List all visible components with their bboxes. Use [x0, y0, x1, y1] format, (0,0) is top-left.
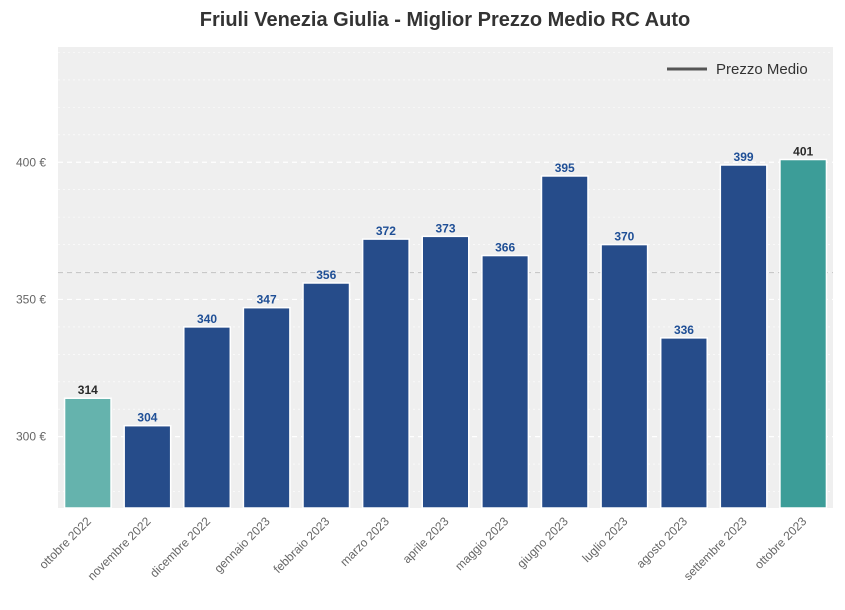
value-label: 370 [614, 230, 634, 244]
value-label: 366 [495, 241, 515, 255]
value-label: 401 [793, 145, 813, 159]
x-tick-label: gennaio 2023 [211, 514, 273, 576]
legend: Prezzo Medio [667, 61, 808, 78]
x-tick-label: aprile 2023 [400, 514, 452, 566]
x-tick-label: giugno 2023 [514, 514, 571, 571]
x-tick-label: maggio 2023 [452, 514, 511, 573]
y-tick-label: 400 € [16, 155, 46, 169]
value-label: 314 [78, 383, 98, 397]
x-tick-label: settembre 2023 [681, 514, 750, 583]
bar-maggio-2023 [481, 254, 530, 509]
bar-dicembre-2022 [183, 326, 232, 509]
bar-ottobre-2022 [63, 397, 112, 509]
bar-luglio-2023 [600, 243, 649, 509]
x-tick-label: agosto 2023 [633, 514, 690, 571]
value-labels: 314 304 340 347 356 372 373 366 395 370 336 399 401 [78, 145, 814, 425]
bar-novembre-2022 [123, 424, 172, 509]
x-tick-label: dicembre 2022 [147, 514, 213, 580]
legend-label: Prezzo Medio [716, 61, 808, 78]
bar-agosto-2023 [659, 337, 708, 509]
bar-aprile-2023 [421, 235, 470, 509]
value-label: 399 [734, 150, 754, 164]
x-tick-label: ottobre 2022 [36, 514, 94, 572]
y-axis-ticks: 300 € 350 € 400 € [16, 155, 46, 443]
x-tick-label: marzo 2023 [337, 514, 392, 569]
value-label: 347 [257, 293, 277, 307]
bar-gennaio-2023 [242, 306, 291, 509]
bars [63, 158, 828, 509]
value-label: 356 [316, 268, 336, 282]
y-tick-label: 300 € [16, 430, 46, 444]
bar-ottobre-2023 [779, 158, 828, 509]
chart-title: Friuli Venezia Giulia - Miglior Prezzo M… [200, 9, 690, 31]
x-tick-label: febbraio 2023 [271, 514, 333, 576]
value-label: 372 [376, 224, 396, 238]
bar-giugno-2023 [540, 175, 589, 509]
value-label: 340 [197, 312, 217, 326]
y-tick-label: 350 € [16, 292, 46, 306]
bar-marzo-2023 [361, 238, 410, 509]
x-tick-label: novembre 2022 [85, 514, 154, 583]
bar-settembre-2023 [719, 164, 768, 509]
x-tick-label: ottobre 2023 [752, 514, 810, 572]
value-label: 373 [435, 221, 455, 235]
value-label: 304 [137, 411, 157, 425]
x-tick-label: luglio 2023 [580, 514, 631, 565]
value-label: 336 [674, 323, 694, 337]
bar-febbraio-2023 [302, 282, 351, 509]
value-label: 395 [555, 161, 575, 175]
